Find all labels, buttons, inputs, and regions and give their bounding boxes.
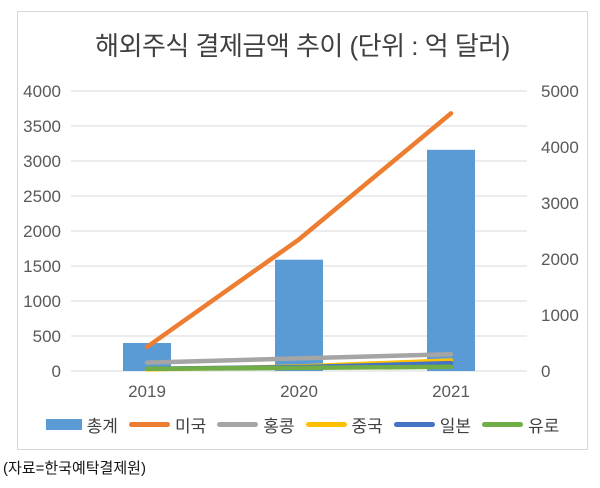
y-axis-right-tick-label: 2000 [541, 250, 579, 269]
y-axis-right-tick-label: 5000 [541, 82, 579, 101]
chart-plot-area: 0 500 1000 1500 2000 2500 3000 3500 4000 0 1000 200… [23, 82, 579, 401]
x-axis-tick-label: 2019 [128, 382, 166, 401]
legend-item-china: 중국 [305, 412, 383, 437]
y-axis-left-tick-label: 0 [52, 362, 61, 381]
legend-item-hongkong: 홍콩 [217, 412, 295, 437]
bar-total-2020 [275, 259, 323, 371]
y-axis-left-tick-label: 2500 [23, 187, 61, 206]
legend-label-total: 총계 [86, 417, 118, 436]
legend-swatch-japan [393, 422, 435, 427]
line-series-euro [144, 364, 454, 372]
y-axis-right-tick-label: 1000 [541, 306, 579, 325]
line-series-usa [144, 111, 454, 350]
legend-swatch-euro [482, 422, 524, 427]
y-axis-left-tick-label: 3000 [23, 152, 61, 171]
bar-total-2021 [427, 149, 475, 371]
y-axis-right-tick-label: 0 [541, 362, 550, 381]
legend-item-japan: 일본 [393, 412, 472, 437]
legend-item-euro: 유로 [482, 412, 559, 437]
y-axis-right-tick-label: 3000 [541, 194, 579, 213]
y-axis-left-tick-label: 500 [33, 327, 61, 346]
y-axis-left-tick-label: 3500 [23, 117, 61, 136]
source-caption: (자료=한국예탁결제원) [3, 460, 146, 477]
x-axis-tick-label: 2021 [432, 382, 470, 401]
line-series-hongkong [144, 351, 454, 365]
legend-item-total: 총계 [45, 412, 118, 437]
chart-title: 해외주식 결제금액 추이 (단위 : 억 달러) [95, 31, 510, 61]
y-axis-right-tick-label: 4000 [541, 138, 579, 157]
legend-label-euro: 유로 [528, 417, 560, 436]
legend-label-usa: 미국 [174, 417, 207, 436]
legend-label-china: 중국 [351, 417, 383, 436]
legend-label-hongkong: 홍콩 [263, 417, 295, 436]
y-axis-left-tick-label: 4000 [23, 82, 61, 101]
legend-label-japan: 일본 [439, 417, 472, 436]
x-axis-tick-label: 2020 [280, 382, 318, 401]
chart-legend: 총계 미국 홍콩 중국 일본 유로 [18, 412, 587, 437]
legend-swatch-china [305, 422, 347, 427]
legend-swatch-total [45, 419, 82, 430]
legend-swatch-usa [128, 422, 170, 427]
legend-item-usa: 미국 [128, 412, 207, 437]
y-axis-left-tick-label: 2000 [23, 222, 61, 241]
y-axis-left-tick-label: 1000 [23, 292, 61, 311]
y-axis-left-tick-label: 1500 [23, 257, 61, 276]
legend-swatch-hongkong [217, 422, 259, 427]
chart-container: 해외주식 결제금액 추이 (단위 : 억 달러) 0 500 1000 1500 200… [17, 11, 588, 450]
